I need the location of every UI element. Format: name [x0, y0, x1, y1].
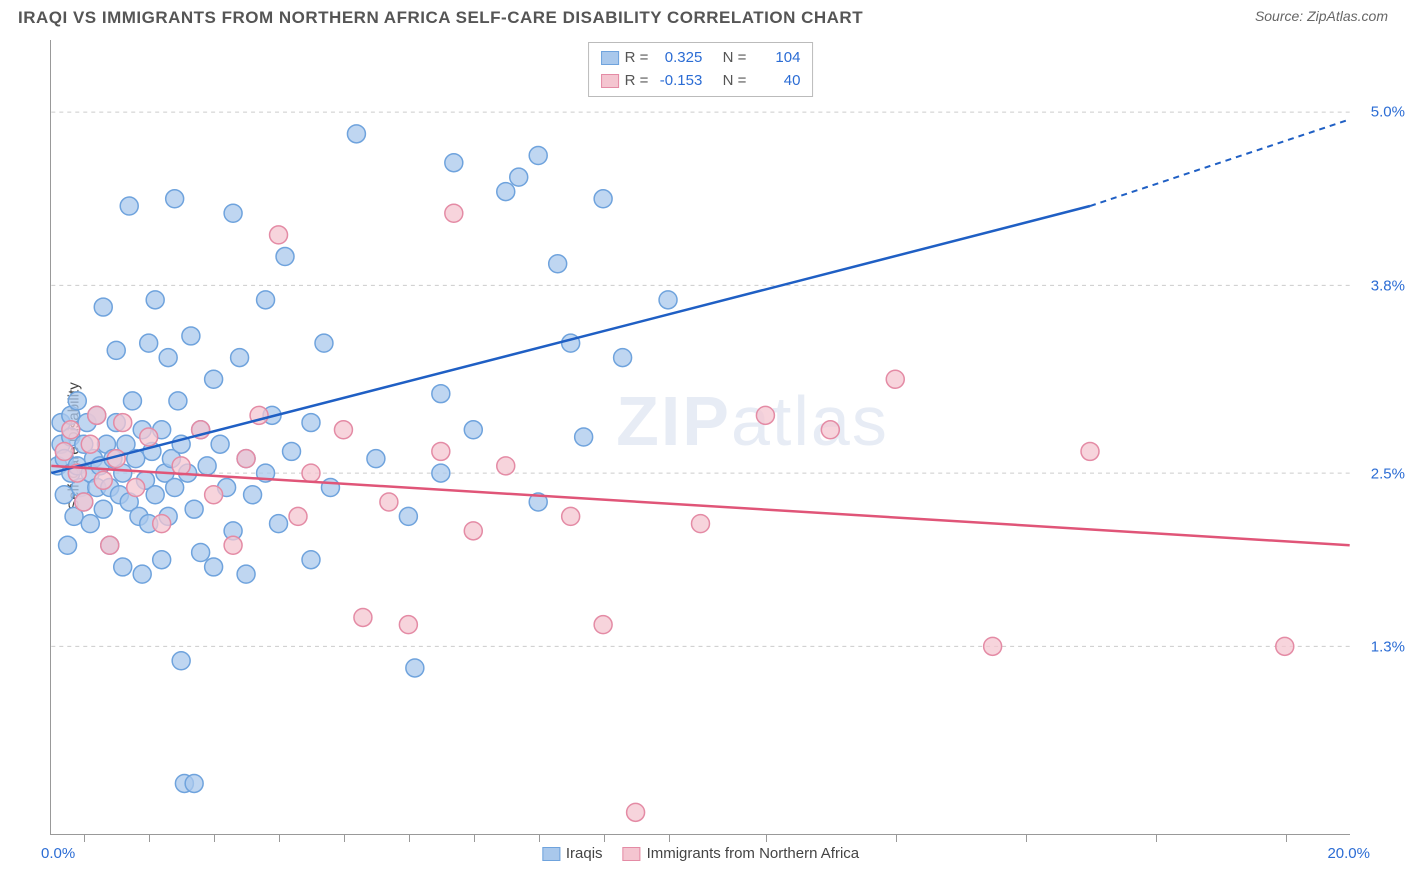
x-tick [279, 834, 280, 842]
source-label: Source: ZipAtlas.com [1255, 8, 1388, 24]
x-tick [1026, 834, 1027, 842]
x-tick [149, 834, 150, 842]
x-tick [344, 834, 345, 842]
y-tick-label: 2.5% [1371, 465, 1405, 482]
legend-item-immigrants: Immigrants from Northern Africa [623, 845, 860, 862]
swatch-iraqis [601, 51, 619, 65]
bottom-legend: Iraqis Immigrants from Northern Africa [542, 845, 859, 862]
chart-header: IRAQI VS IMMIGRANTS FROM NORTHERN AFRICA… [18, 8, 1388, 28]
x-tick [474, 834, 475, 842]
legend-item-iraqis: Iraqis [542, 845, 603, 862]
x-tick [1286, 834, 1287, 842]
stats-row-immigrants: R = -0.153 N = 40 [601, 70, 801, 93]
chart-svg [51, 40, 1350, 834]
x-axis-max-label: 20.0% [1327, 845, 1370, 862]
x-tick [539, 834, 540, 842]
x-tick [409, 834, 410, 842]
legend-label-iraqis: Iraqis [566, 845, 603, 862]
plot-area: ZIPatlas R = 0.325 N = 104 R = -0.153 N … [50, 40, 1350, 835]
x-tick [669, 834, 670, 842]
stats-legend-box: R = 0.325 N = 104 R = -0.153 N = 40 [588, 42, 814, 97]
y-tick-label: 1.3% [1371, 639, 1405, 656]
swatch-immigrants [601, 74, 619, 88]
chart-title: IRAQI VS IMMIGRANTS FROM NORTHERN AFRICA… [18, 8, 863, 28]
swatch-iraqis-icon [542, 847, 560, 861]
y-tick-label: 5.0% [1371, 104, 1405, 121]
swatch-immigrants-icon [623, 847, 641, 861]
x-tick [604, 834, 605, 842]
stats-row-iraqis: R = 0.325 N = 104 [601, 47, 801, 70]
legend-label-immigrants: Immigrants from Northern Africa [647, 845, 860, 862]
x-tick [214, 834, 215, 842]
x-tick [84, 834, 85, 842]
x-tick [1156, 834, 1157, 842]
y-tick-label: 3.8% [1371, 277, 1405, 294]
x-tick [766, 834, 767, 842]
x-tick [896, 834, 897, 842]
x-axis-min-label: 0.0% [41, 845, 75, 862]
